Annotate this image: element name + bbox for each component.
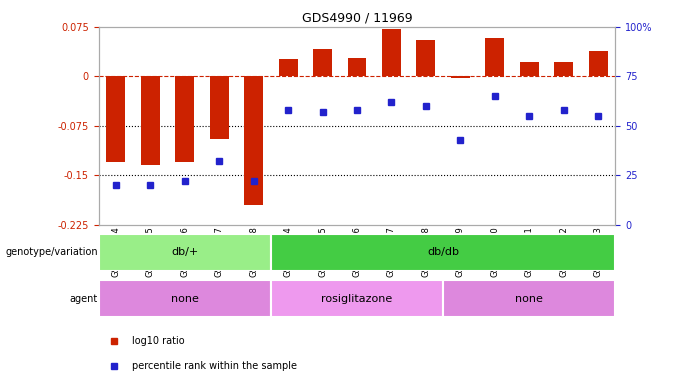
- Bar: [279, 58, 298, 76]
- Text: rosiglitazone: rosiglitazone: [322, 293, 392, 304]
- Bar: [520, 62, 539, 76]
- Text: none: none: [515, 293, 543, 304]
- Bar: [589, 51, 608, 76]
- Bar: [141, 76, 160, 166]
- Bar: [451, 76, 470, 78]
- Bar: [244, 76, 263, 205]
- Bar: [99, 234, 271, 271]
- Text: agent: agent: [69, 293, 98, 304]
- Bar: [99, 280, 271, 317]
- Bar: [106, 76, 125, 162]
- Bar: [175, 76, 194, 162]
- Bar: [486, 38, 505, 76]
- Bar: [347, 58, 367, 76]
- Bar: [271, 280, 443, 317]
- Title: GDS4990 / 11969: GDS4990 / 11969: [302, 11, 412, 24]
- Text: genotype/variation: genotype/variation: [5, 247, 98, 258]
- Bar: [416, 40, 435, 76]
- Bar: [313, 49, 332, 76]
- Bar: [554, 62, 573, 76]
- Bar: [443, 280, 615, 317]
- Bar: [382, 29, 401, 76]
- Bar: [271, 234, 615, 271]
- Text: percentile rank within the sample: percentile rank within the sample: [132, 361, 297, 371]
- Text: none: none: [171, 293, 199, 304]
- Bar: [209, 76, 228, 139]
- Text: log10 ratio: log10 ratio: [132, 336, 185, 346]
- Text: db/db: db/db: [427, 247, 459, 258]
- Text: db/+: db/+: [171, 247, 199, 258]
